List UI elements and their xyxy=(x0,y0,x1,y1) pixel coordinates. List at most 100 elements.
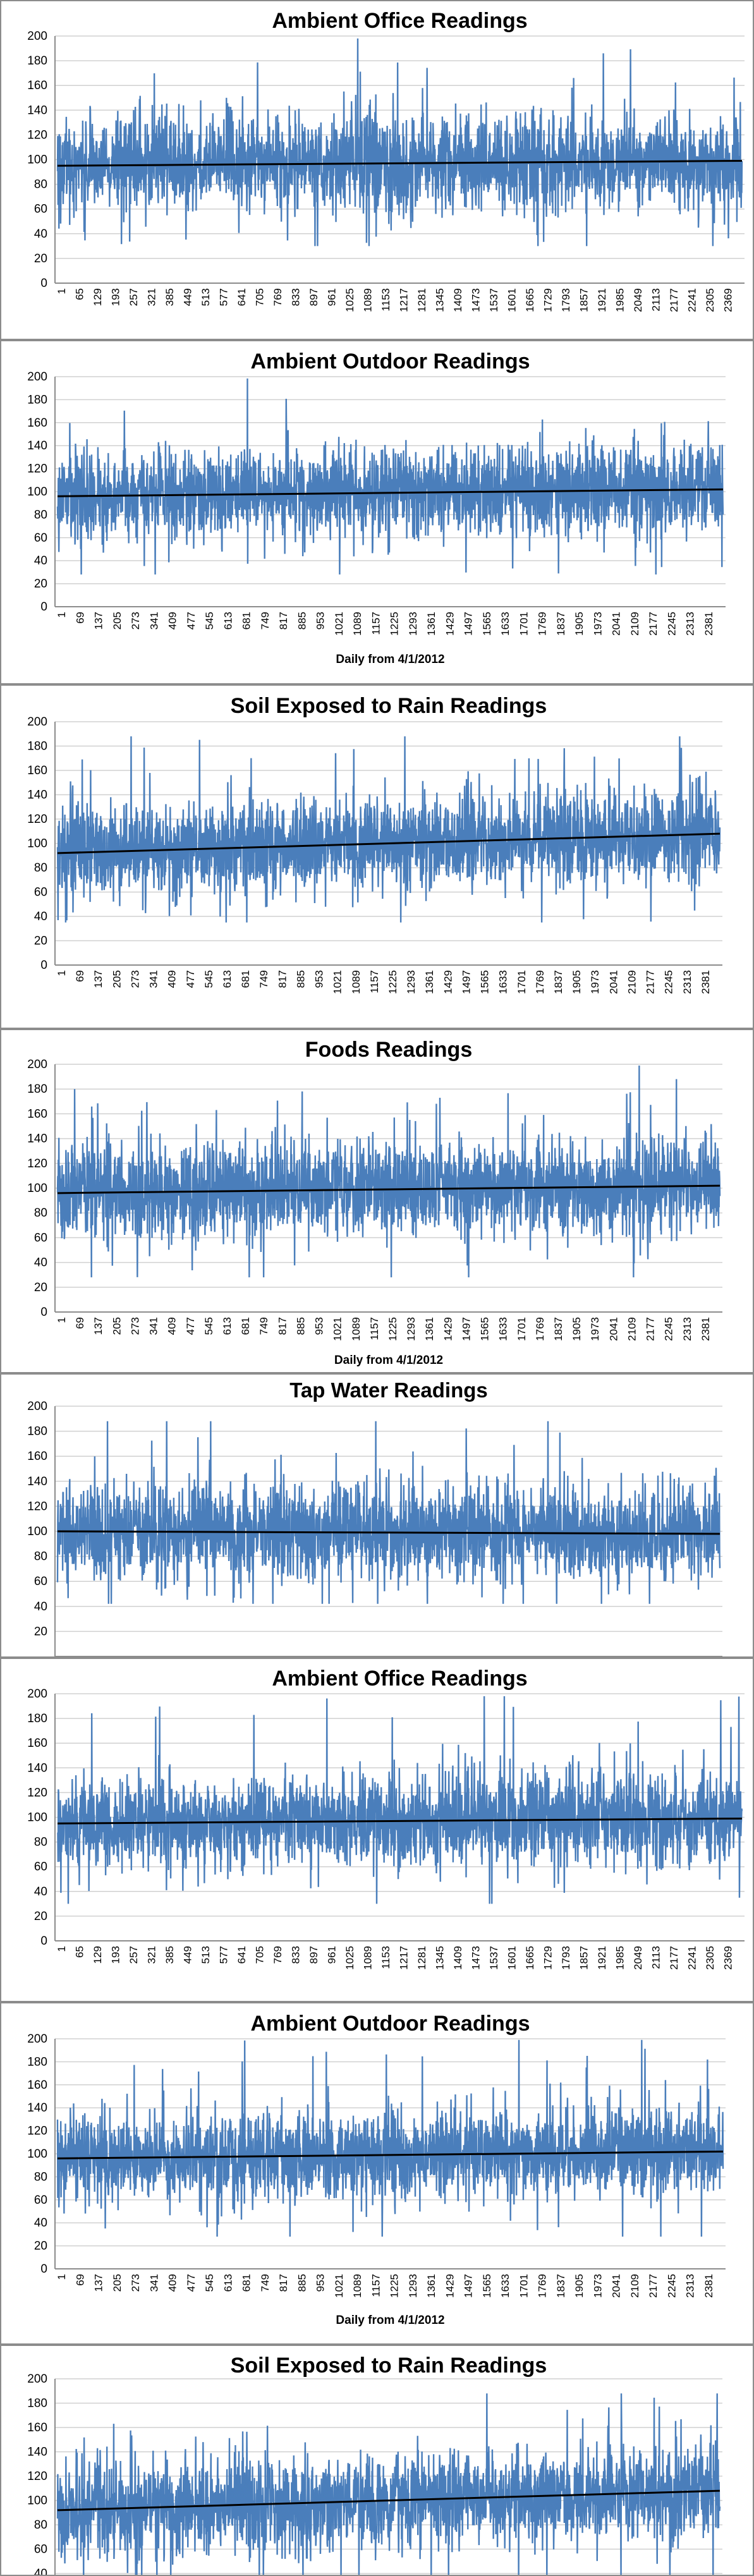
x-tick-label: 545 xyxy=(203,970,215,988)
x-tick-label: 341 xyxy=(148,1317,160,1335)
x-tick-label: 769 xyxy=(272,288,284,306)
y-tick-label: 20 xyxy=(34,252,47,265)
x-tick-label: 833 xyxy=(290,288,302,306)
x-tick-label: 477 xyxy=(185,970,197,988)
x-tick-label: 1921 xyxy=(596,288,608,312)
y-tick-label: 200 xyxy=(27,1687,47,1701)
y-tick-label: 0 xyxy=(40,600,47,614)
x-tick-label: 1973 xyxy=(592,612,604,636)
x-tick-label: 1701 xyxy=(516,1317,528,1341)
x-tick-label: 953 xyxy=(315,612,327,629)
x-tick-label: 1601 xyxy=(506,1946,518,1970)
x-tick-label: 1473 xyxy=(470,288,482,312)
x-tick-label: 2313 xyxy=(684,612,696,636)
y-tick-label: 40 xyxy=(34,554,47,568)
x-tick-label: 885 xyxy=(296,612,308,629)
x-axis-label: Daily from 4/1/2012 xyxy=(336,653,444,666)
x-tick-label: 1837 xyxy=(555,2274,567,2298)
x-tick-label: 1985 xyxy=(614,288,626,312)
x-tick-label: 65 xyxy=(74,1946,86,1958)
x-axis-label: Daily from 4/1/2012 xyxy=(334,1354,443,1367)
y-tick-label: 140 xyxy=(27,789,47,802)
y-tick-label: 60 xyxy=(34,203,47,216)
x-tick-label: 1361 xyxy=(425,2274,437,2298)
x-tick-label: 1497 xyxy=(463,2274,475,2298)
y-tick-label: 40 xyxy=(34,1600,47,1613)
x-tick-label: 817 xyxy=(276,1317,288,1335)
y-tick-label: 20 xyxy=(34,1910,47,1923)
x-tick-label: 1905 xyxy=(571,970,583,994)
series-line xyxy=(57,1696,743,1904)
x-tick-label: 1565 xyxy=(481,612,493,636)
x-axis-label: Daily from 4/1/2012 xyxy=(336,2314,444,2327)
x-tick-label: 1021 xyxy=(332,970,344,994)
x-tick-label: 1769 xyxy=(537,2274,549,2298)
y-tick-label: 40 xyxy=(34,228,47,241)
x-tick-label: 749 xyxy=(259,2274,271,2292)
x-tick-label: 1 xyxy=(56,1317,68,1323)
y-tick-label: 60 xyxy=(34,1861,47,1874)
x-tick-label: 1665 xyxy=(524,288,536,312)
x-tick-label: 1025 xyxy=(344,1946,356,1970)
x-tick-label: 385 xyxy=(164,1946,176,1964)
series-line xyxy=(56,2039,724,2237)
y-tick-label: 80 xyxy=(34,508,47,521)
x-tick-label: 2109 xyxy=(629,2274,641,2298)
x-tick-label: 1857 xyxy=(578,1946,590,1970)
x-tick-label: 2245 xyxy=(663,970,675,994)
x-tick-label: 885 xyxy=(295,970,307,988)
y-tick-label: 140 xyxy=(27,1761,47,1775)
x-tick-label: 2049 xyxy=(632,1946,644,1970)
x-tick-label: 1225 xyxy=(387,1317,399,1341)
x-tick-label: 1089 xyxy=(362,288,374,312)
y-tick-label: 120 xyxy=(27,128,47,142)
x-tick-label: 477 xyxy=(185,2274,197,2292)
x-tick-label: 341 xyxy=(148,612,160,629)
y-tick-label: 180 xyxy=(27,1083,47,1096)
x-tick-label: 1225 xyxy=(389,2274,401,2298)
y-tick-label: 160 xyxy=(27,1737,47,1750)
x-tick-label: 477 xyxy=(185,612,197,629)
y-tick-label: 180 xyxy=(27,1712,47,1725)
trend-line xyxy=(57,1184,721,1194)
x-tick-label: 69 xyxy=(74,612,86,624)
x-tick-label: 2369 xyxy=(722,288,734,312)
x-tick-label: 1225 xyxy=(389,612,401,636)
x-tick-label: 1293 xyxy=(405,1317,417,1341)
y-tick-label: 200 xyxy=(27,1400,47,1413)
x-tick-label: 1537 xyxy=(488,1946,500,1970)
x-tick-label: 321 xyxy=(146,1946,158,1964)
x-tick-label: 1157 xyxy=(368,970,380,993)
x-tick-label: 2177 xyxy=(647,612,659,636)
chart-title: Ambient Office Readings xyxy=(272,9,527,33)
x-tick-label: 1497 xyxy=(463,612,475,636)
x-tick-label: 681 xyxy=(241,612,253,629)
x-tick-label: 1565 xyxy=(481,2274,493,2298)
x-tick-label: 69 xyxy=(74,2274,86,2286)
x-tick-label: 2245 xyxy=(666,2274,678,2298)
x-tick-label: 1089 xyxy=(350,970,362,994)
y-tick-label: 160 xyxy=(27,2079,47,2092)
x-tick-label: 449 xyxy=(182,1946,194,1964)
y-tick-label: 60 xyxy=(34,1231,47,1244)
x-tick-label: 205 xyxy=(111,970,123,988)
x-tick-label: 545 xyxy=(204,612,216,629)
x-tick-label: 1973 xyxy=(589,970,601,994)
x-tick-label: 1857 xyxy=(578,288,590,312)
x-tick-label: 1153 xyxy=(380,288,392,312)
y-tick-label: 160 xyxy=(27,1107,47,1121)
y-tick-label: 80 xyxy=(34,861,47,875)
x-tick-label: 205 xyxy=(111,1317,123,1335)
x-tick-label: 1769 xyxy=(534,1317,546,1341)
x-tick-label: 641 xyxy=(236,288,248,306)
y-tick-label: 20 xyxy=(34,578,47,591)
x-tick-label: 1345 xyxy=(434,1946,446,1970)
x-tick-label: 2245 xyxy=(663,1317,675,1341)
x-tick-label: 1409 xyxy=(452,1946,464,1970)
x-tick-label: 449 xyxy=(182,288,194,306)
x-tick-label: 817 xyxy=(276,970,288,988)
x-tick-label: 1361 xyxy=(425,612,437,636)
x-tick-label: 2113 xyxy=(650,1946,662,1969)
y-tick-label: 20 xyxy=(34,935,47,948)
y-tick-label: 160 xyxy=(27,764,47,777)
